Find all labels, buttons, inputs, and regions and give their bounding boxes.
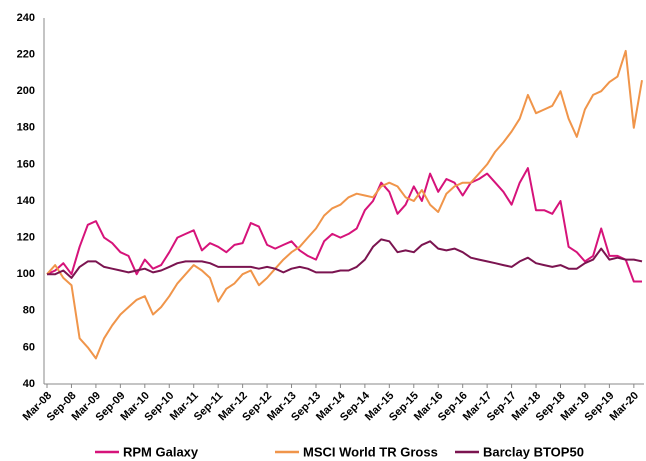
y-tick-label: 140 xyxy=(17,195,35,207)
y-tick-label: 100 xyxy=(17,268,35,280)
y-tick-label: 80 xyxy=(23,305,35,317)
y-tick-label: 200 xyxy=(17,85,35,97)
y-tick-label: 240 xyxy=(17,12,35,24)
y-tick-label: 180 xyxy=(17,122,35,134)
legend-label: RPM Galaxy xyxy=(123,444,199,459)
series-line xyxy=(46,167,642,283)
legend-label: Barclay BTOP50 xyxy=(483,444,584,459)
y-tick-label: 120 xyxy=(17,232,35,244)
y-tick-label: 220 xyxy=(17,49,35,61)
y-tick-label: 60 xyxy=(23,341,35,353)
y-tick-label: 40 xyxy=(23,378,35,390)
series-line xyxy=(47,238,643,279)
legend-label: MSCI World TR Gross xyxy=(303,444,438,459)
y-tick-label: 160 xyxy=(17,158,35,170)
series-line xyxy=(46,49,643,360)
